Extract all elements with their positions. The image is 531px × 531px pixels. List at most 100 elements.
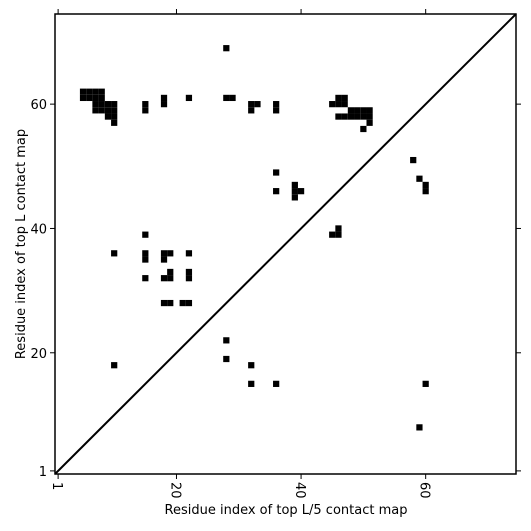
contact-cell <box>335 94 342 102</box>
contact-cell <box>366 113 373 120</box>
y-tick-label: 1 <box>39 465 47 480</box>
contact-cell <box>104 107 112 114</box>
contact-cell <box>92 94 99 102</box>
contact-cell <box>185 250 193 257</box>
contact-cell <box>86 88 93 95</box>
contact-cell <box>329 101 336 108</box>
contact-cell <box>422 188 429 195</box>
contact-cell <box>335 113 342 120</box>
contact-cell <box>329 231 336 238</box>
contact-cell <box>416 175 423 182</box>
contact-cell <box>160 250 168 257</box>
contact-cell <box>142 107 149 114</box>
contact-cell <box>223 94 230 102</box>
y-tick-label: 60 <box>30 98 47 113</box>
contact-cell <box>273 107 280 114</box>
contact-cell <box>341 113 348 120</box>
contact-cell <box>167 299 174 307</box>
contact-cell <box>104 113 112 120</box>
contact-cell <box>104 101 112 108</box>
contact-cell <box>335 101 342 108</box>
contact-cell <box>167 275 174 282</box>
x-tick-label: 1 <box>49 482 64 490</box>
contact-cell <box>185 299 193 307</box>
contact-cell <box>111 362 118 369</box>
y-axis-label: Residue index of top L contact map <box>14 129 29 359</box>
contact-cell <box>248 380 255 387</box>
contact-cell <box>167 250 174 257</box>
contact-cell <box>98 88 105 95</box>
contact-cell <box>366 119 373 126</box>
contact-cell <box>354 107 361 114</box>
contact-cell <box>248 101 255 108</box>
contact-cell <box>92 107 99 114</box>
contact-cell <box>354 113 361 120</box>
contact-cell <box>347 107 355 114</box>
contact-cell <box>360 113 367 120</box>
y-tick-label: 40 <box>30 222 47 237</box>
contact-cell <box>111 250 118 257</box>
contact-cell <box>160 275 168 282</box>
contact-cell <box>422 380 429 387</box>
contact-cell <box>111 113 118 120</box>
contact-cell <box>142 275 149 282</box>
diagonal-line <box>54 13 517 475</box>
contact-cell <box>254 101 261 108</box>
contact-cell <box>79 88 87 95</box>
contact-cell <box>291 188 298 195</box>
contact-cell <box>111 101 118 108</box>
contact-cell <box>273 380 280 387</box>
contact-cell <box>223 337 230 344</box>
contact-cell <box>223 355 230 363</box>
contact-cell <box>223 45 230 52</box>
x-tick-label: 60 <box>417 482 432 499</box>
contact-cell <box>366 107 373 114</box>
contact-cell <box>98 94 105 102</box>
contact-cell <box>185 268 193 276</box>
contact-cell <box>410 156 417 164</box>
contact-cell <box>185 94 193 102</box>
contact-cell <box>142 101 149 108</box>
contact-cell <box>341 94 348 102</box>
contact-cell <box>142 256 149 263</box>
contact-cell <box>92 101 99 108</box>
contact-cell <box>179 299 186 307</box>
contact-cell <box>86 94 93 102</box>
contact-cell <box>422 181 429 189</box>
contact-cell <box>335 231 342 238</box>
contact-cell <box>98 101 105 108</box>
contact-cell <box>297 188 305 195</box>
contact-cell <box>416 424 423 431</box>
y-tick-label: 20 <box>30 347 47 362</box>
x-tick-label: 40 <box>292 482 307 499</box>
contact-cell <box>360 107 367 114</box>
contact-cell <box>273 101 280 108</box>
contact-cell <box>98 107 105 114</box>
contact-cell <box>79 94 87 102</box>
contact-cell <box>92 88 99 95</box>
contact-cell <box>111 119 118 126</box>
contact-cell <box>160 94 168 102</box>
contact-cell <box>341 101 348 108</box>
contact-cell <box>142 231 149 238</box>
contact-cell <box>160 101 168 108</box>
contact-cell <box>273 188 280 195</box>
contact-cell <box>229 94 236 102</box>
contact-cell <box>185 275 193 282</box>
contact-cell <box>160 256 168 263</box>
contact-cell <box>347 113 355 120</box>
contact-cell <box>360 125 367 133</box>
x-tick-label: 20 <box>167 482 182 499</box>
contact-cell <box>335 225 342 232</box>
contact-cell <box>291 194 298 201</box>
contact-cell <box>291 181 298 189</box>
contact-cell <box>160 299 168 307</box>
x-axis-label: Residue index of top L/5 contact map <box>165 503 408 518</box>
contact-cell <box>248 362 255 369</box>
contact-cell <box>142 250 149 257</box>
plot-frame <box>54 13 517 475</box>
contact-cell <box>248 107 255 114</box>
contact-cell <box>111 107 118 114</box>
